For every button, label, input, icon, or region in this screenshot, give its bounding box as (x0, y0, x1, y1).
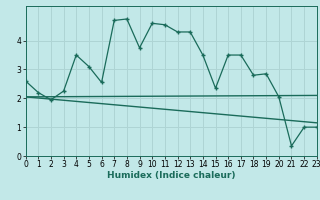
X-axis label: Humidex (Indice chaleur): Humidex (Indice chaleur) (107, 171, 236, 180)
